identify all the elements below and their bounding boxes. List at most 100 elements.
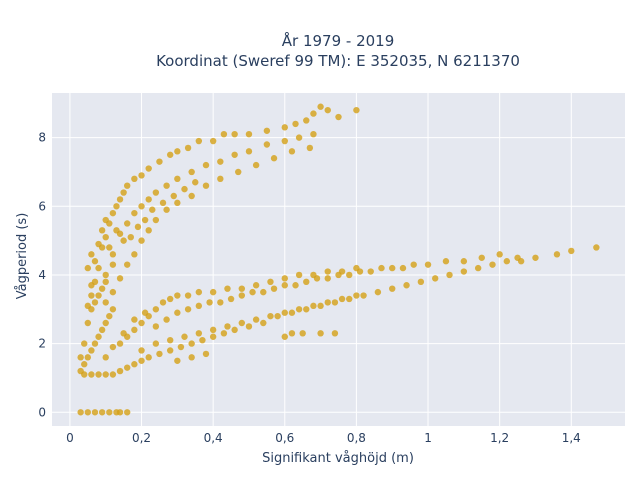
scatter-point: [353, 106, 360, 114]
scatter-point: [106, 409, 113, 416]
scatter-point: [109, 371, 117, 378]
scatter-point: [202, 350, 210, 358]
plot-area: [52, 93, 625, 426]
scatter-point: [81, 340, 88, 347]
y-tick-label: 0: [38, 405, 46, 419]
scatter-point: [152, 323, 160, 330]
scatter-point: [120, 330, 127, 337]
scatter-point: [156, 350, 163, 358]
scatter-point: [224, 285, 231, 292]
scatter-point: [195, 288, 203, 296]
scatter-point: [163, 206, 170, 213]
scatter-point: [593, 244, 600, 251]
scatter-point: [152, 306, 160, 313]
scatter-point: [249, 288, 256, 296]
scatter-point: [292, 282, 299, 289]
scatter-point: [288, 330, 296, 337]
scatter-point: [374, 288, 382, 296]
scatter-point: [184, 292, 192, 299]
scatter-point: [389, 285, 396, 292]
scatter-point: [238, 292, 246, 299]
scatter-point: [145, 165, 152, 172]
scatter-point: [195, 302, 203, 310]
scatter-point: [360, 292, 367, 299]
y-tick-label: 8: [38, 131, 46, 145]
scatter-point: [245, 130, 253, 138]
scatter-point: [138, 237, 145, 244]
scatter-point: [120, 237, 127, 244]
scatter-point: [116, 367, 124, 375]
scatter-point: [109, 209, 117, 217]
scatter-point: [84, 354, 92, 361]
scatter-point: [134, 223, 142, 231]
scatter-point: [299, 330, 306, 337]
scatter-point: [166, 347, 174, 354]
scatter-point: [95, 333, 102, 340]
scatter-point: [113, 203, 120, 210]
scatter-point: [303, 306, 310, 313]
scatter-point: [270, 155, 278, 162]
scatter-point: [263, 141, 271, 148]
scatter-point: [109, 306, 117, 313]
y-axis-title: Vågperiod (s): [15, 213, 30, 300]
scatter-point: [159, 299, 167, 306]
scatter-point: [106, 244, 113, 251]
scatter-point: [245, 148, 253, 155]
scatter-point: [281, 282, 288, 289]
scatter-point: [163, 182, 170, 189]
scatter-point: [170, 192, 177, 200]
scatter-point: [263, 127, 271, 134]
scatter-point: [489, 261, 496, 268]
scatter-point: [138, 357, 145, 364]
scatter-point: [313, 275, 321, 282]
scatter-point: [131, 251, 138, 258]
scatter-point: [116, 409, 124, 416]
x-tick-label: 0,4: [204, 431, 223, 445]
scatter-point: [88, 371, 95, 378]
scatter-point: [281, 333, 288, 340]
scatter-point: [399, 264, 407, 272]
scatter-point: [109, 251, 117, 258]
scatter-point: [235, 168, 242, 176]
scatter-point: [127, 233, 134, 241]
scatter-point: [116, 340, 124, 347]
chart-subtitle: Koordinat (Sweref 99 TM): E 352035, N 62…: [156, 52, 520, 70]
scatter-point: [227, 295, 235, 303]
scatter-point: [188, 340, 195, 347]
scatter-point: [324, 106, 331, 114]
scatter-point: [84, 319, 92, 327]
scatter-point: [274, 312, 281, 320]
scatter-point: [231, 151, 238, 158]
scatter-point: [102, 271, 109, 279]
scatter-point: [288, 309, 296, 316]
scatter-point: [149, 206, 156, 213]
scatter-point: [181, 185, 188, 193]
scatter-point: [145, 196, 152, 203]
scatter-point: [102, 233, 109, 241]
scatter-point: [224, 323, 231, 330]
scatter-point: [84, 409, 92, 416]
scatter-point: [310, 302, 317, 310]
scatter-point: [91, 409, 99, 416]
scatter-point: [346, 271, 353, 279]
scatter-point: [446, 271, 453, 279]
scatter-point: [102, 354, 109, 361]
scatter-point: [553, 251, 561, 258]
scatter-point: [270, 285, 278, 292]
scatter-point: [252, 282, 260, 289]
scatter-point: [195, 330, 203, 337]
scatter-point: [238, 319, 246, 327]
scatter-point: [88, 292, 95, 299]
scatter-point: [338, 295, 346, 303]
x-axis-ticks: 0 0,2 0,4 0,6 0,8 1 1,2 1,4: [66, 431, 581, 445]
scatter-point: [124, 364, 131, 371]
scatter-point: [109, 343, 117, 351]
scatter-point: [131, 326, 138, 334]
scatter-point: [174, 199, 181, 207]
scatter-point: [116, 275, 124, 282]
scatter-point: [267, 312, 274, 320]
scatter-point: [317, 302, 324, 310]
scatter-point: [138, 172, 145, 179]
